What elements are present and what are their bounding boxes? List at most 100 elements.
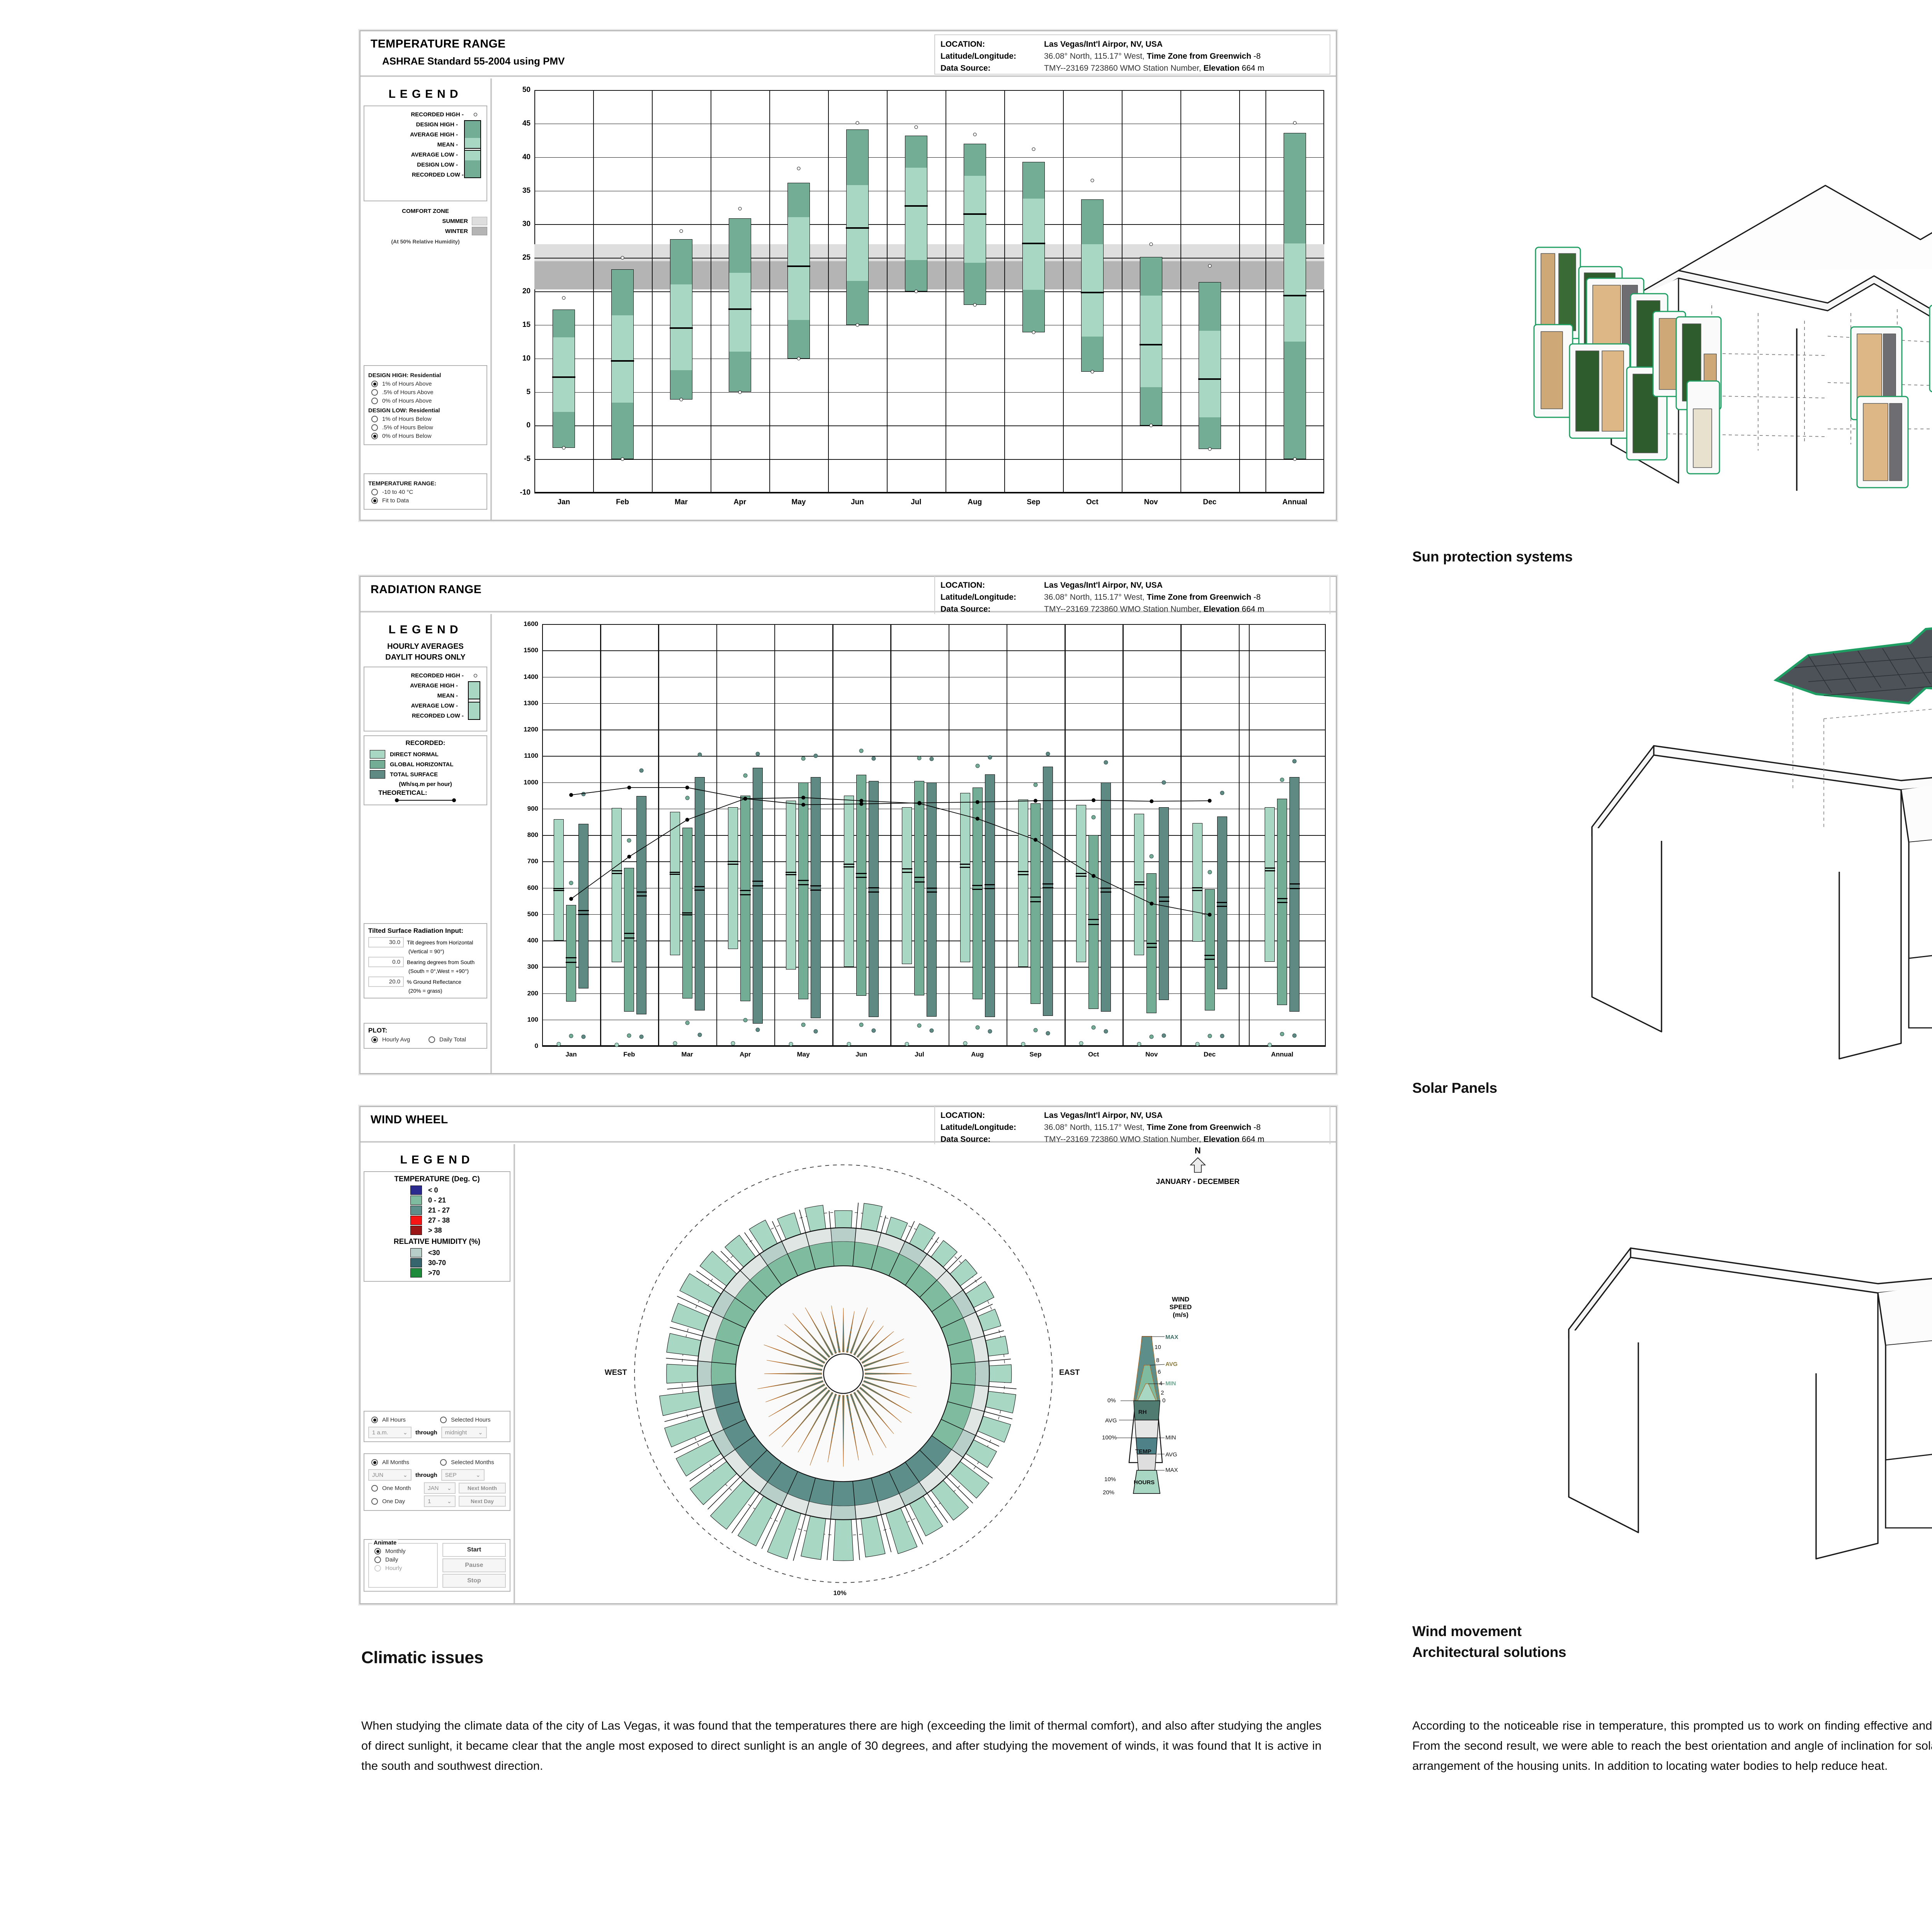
- radiation-bar: [1043, 766, 1053, 1016]
- selected-months-option[interactable]: Selected Months: [437, 1459, 506, 1466]
- recorded-low-marker: [738, 390, 742, 394]
- recorded-high-marker: [1090, 179, 1094, 182]
- radio-icon[interactable]: [371, 1459, 378, 1466]
- circle-marker-icon: [474, 112, 477, 116]
- all-months-option[interactable]: All Months: [368, 1459, 437, 1466]
- next-month-button[interactable]: Next Month: [459, 1483, 506, 1493]
- scale-left-10pct: 10%: [1104, 1476, 1116, 1483]
- design-low-option-1[interactable]: 1% of Hours Below: [368, 416, 483, 422]
- mean-line: [611, 873, 622, 874]
- x-axis-tick: Nov: [1145, 1051, 1158, 1058]
- design-high-option-3[interactable]: 0% of Hours Above: [368, 398, 483, 404]
- radial-spoke: [905, 1237, 939, 1286]
- x-axis-tick: Annual: [1282, 498, 1308, 506]
- plot-option-daily[interactable]: Daily Total: [425, 1036, 483, 1043]
- radio-icon[interactable]: [371, 389, 378, 396]
- recorded-low-marker: [859, 1022, 864, 1027]
- radio-icon[interactable]: [440, 1459, 447, 1466]
- radio-icon[interactable]: [371, 489, 378, 495]
- radio-icon[interactable]: [371, 381, 378, 387]
- location-label: LOCATION:: [940, 581, 985, 590]
- chevron-down-icon: ⌄: [403, 1429, 408, 1436]
- bearing-degrees-field[interactable]: 0.0: [368, 957, 404, 967]
- radio-icon[interactable]: [371, 1498, 378, 1505]
- radio-icon[interactable]: [374, 1556, 381, 1563]
- month-from-select[interactable]: JUN ⌄: [368, 1469, 412, 1481]
- hours-petal: [666, 1333, 702, 1357]
- y-axis-tick: 100: [527, 1015, 538, 1023]
- one-month-option[interactable]: One Month: [368, 1485, 421, 1492]
- mean-line: [1139, 344, 1163, 346]
- radio-icon[interactable]: [371, 398, 378, 404]
- design-high-option-1[interactable]: 1% of Hours Above: [368, 381, 483, 387]
- radio-icon[interactable]: [371, 433, 378, 439]
- average-high-line: [798, 880, 809, 881]
- wind-speed-scale-key: WIND SPEED (m/s) MAX AVG MIN 10 8 6 4 2 0 0% AVG 100% 1…: [1094, 1296, 1260, 1512]
- wind-speed-spike: [842, 1395, 845, 1467]
- design-low-option-3[interactable]: 0% of Hours Below: [368, 433, 483, 439]
- animate-monthly-option[interactable]: Monthly: [371, 1548, 435, 1555]
- radio-icon[interactable]: [371, 416, 378, 422]
- next-day-button[interactable]: Next Day: [459, 1496, 506, 1507]
- plot-option-hourly[interactable]: Hourly Avg: [368, 1036, 425, 1043]
- hours-petal: [666, 1364, 698, 1384]
- average-high-line: [1216, 902, 1228, 903]
- one-day-option[interactable]: One Day: [368, 1498, 421, 1505]
- radio-icon[interactable]: [371, 1417, 378, 1423]
- recorded-high-marker: [685, 796, 690, 800]
- start-button[interactable]: Start: [442, 1543, 506, 1557]
- legend-row-design-high: DESIGN HIGH -: [368, 119, 483, 129]
- select-value: midnight: [445, 1429, 467, 1436]
- option-label: Hourly: [385, 1565, 402, 1572]
- recorded-low-marker: [581, 1034, 586, 1039]
- tilt-degrees-field[interactable]: 30.0: [368, 937, 404, 947]
- design-high-option-2[interactable]: .5% of Hours Above: [368, 389, 483, 396]
- hour-to-select[interactable]: midnight ⌄: [441, 1427, 487, 1438]
- legend-label: MEAN -: [437, 141, 458, 148]
- selected-hours-option[interactable]: Selected Hours: [437, 1417, 506, 1423]
- wind-speed-spike: [846, 1395, 859, 1461]
- legend-row-average-low: AVERAGE LOW -: [368, 150, 483, 160]
- hour-from-select[interactable]: 1 a.m. ⌄: [368, 1427, 412, 1438]
- recorded-low-marker: [685, 1021, 690, 1025]
- wind-speed-spike: [764, 1344, 824, 1368]
- radio-icon[interactable]: [371, 497, 378, 504]
- series-global-horizontal: GLOBAL HORIZONTAL: [368, 759, 483, 769]
- elevation-value: 664 m: [1242, 64, 1265, 73]
- ground-reflectance-field[interactable]: 20.0: [368, 976, 404, 987]
- average-high-line: [578, 910, 589, 911]
- recorded-high-marker: [755, 752, 760, 756]
- legend-label: DESIGN HIGH -: [416, 121, 458, 128]
- radio-icon[interactable]: [371, 424, 378, 431]
- elevation-label: Elevation: [1203, 1135, 1240, 1144]
- one-month-select[interactable]: JAN ⌄: [424, 1482, 456, 1494]
- recorded-low-marker: [871, 1028, 876, 1033]
- radio-icon[interactable]: [371, 1036, 378, 1043]
- x-axis-tick: Nov: [1144, 498, 1158, 506]
- range-option-fixed[interactable]: -10 to 40 °C: [368, 489, 483, 495]
- month-to-select[interactable]: SEP ⌄: [441, 1469, 485, 1481]
- all-hours-option[interactable]: All Hours: [368, 1417, 437, 1423]
- wind-legend-sidebar: LEGEND TEMPERATURE (Deg. C) < 0 0 - 21 2…: [361, 1144, 515, 1603]
- radio-icon[interactable]: [429, 1036, 435, 1043]
- range-option-fit[interactable]: Fit to Data: [368, 497, 483, 504]
- animate-daily-option[interactable]: Daily: [371, 1556, 435, 1563]
- outer-ring-outline: [697, 1227, 990, 1520]
- radio-icon[interactable]: [440, 1417, 447, 1423]
- radio-icon[interactable]: [374, 1548, 381, 1555]
- option-label: Selected Months: [451, 1459, 494, 1466]
- pause-button[interactable]: Pause: [442, 1558, 506, 1572]
- y-axis-tick: 1200: [524, 726, 538, 733]
- stop-button[interactable]: Stop: [442, 1574, 506, 1588]
- comfort-row-summer: SUMMER: [364, 216, 487, 226]
- recorded-high-marker: [1293, 121, 1297, 125]
- option-label: Selected Hours: [451, 1417, 491, 1423]
- rh-band-1: 30-70: [368, 1258, 506, 1268]
- one-day-select[interactable]: 1 ⌄: [424, 1495, 456, 1507]
- y-axis-tick: 900: [527, 805, 538, 812]
- temp-label: 0 - 21: [428, 1196, 446, 1204]
- design-low-option-2[interactable]: .5% of Hours Below: [368, 424, 483, 431]
- north-arrow-icon: [1189, 1157, 1206, 1173]
- radio-icon[interactable]: [371, 1485, 378, 1492]
- x-axis-tick: Jan: [565, 1051, 577, 1058]
